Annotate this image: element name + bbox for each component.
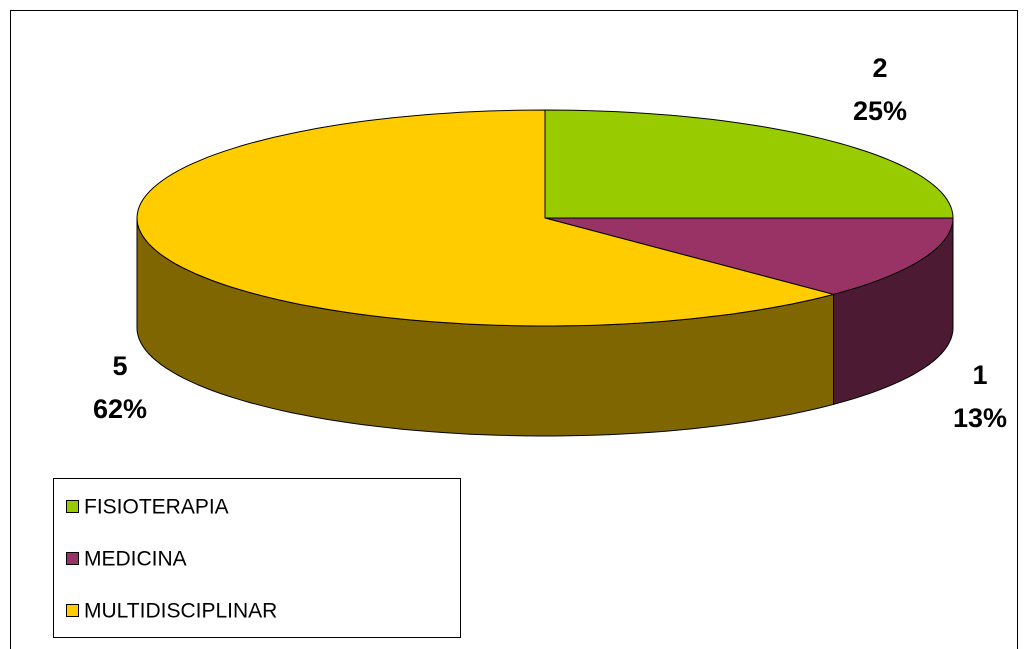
legend-box (53, 478, 461, 638)
data-label-value: 5 (112, 351, 127, 381)
legend-label: MEDICINA (84, 548, 187, 571)
legend-swatch (66, 604, 79, 617)
data-label-percent: 25% (853, 96, 907, 126)
legend-swatch (66, 500, 79, 513)
data-label-percent: 62% (93, 394, 147, 424)
pie-slice (544, 217, 954, 295)
data-label-percent: 13% (953, 403, 1007, 433)
legend-label: FISIOTERAPIA (84, 496, 229, 519)
legend-label: MULTIDISCIPLINAR (84, 600, 277, 623)
legend-swatch (66, 552, 79, 565)
chart-frame (10, 10, 1018, 649)
data-label-value: 2 (872, 53, 887, 83)
pie-slice (136, 109, 836, 327)
pie-slice (544, 109, 954, 219)
data-label-value: 1 (972, 360, 987, 390)
